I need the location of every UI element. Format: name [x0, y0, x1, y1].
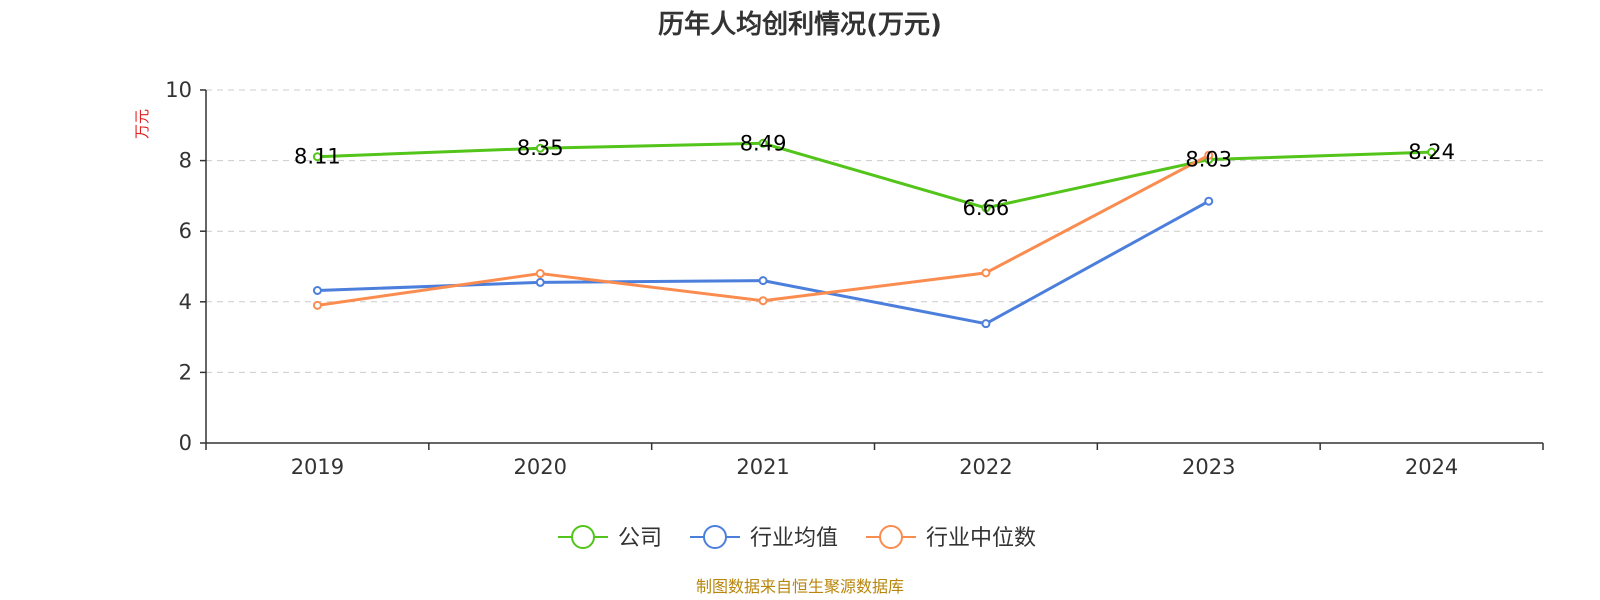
- y-tick-label: 6: [179, 219, 192, 243]
- series-line: [317, 199, 1210, 326]
- data-point[interactable]: [535, 143, 545, 153]
- series-line: [317, 141, 1432, 210]
- y-tick-label: 4: [179, 290, 192, 314]
- y-tick-label: 2: [179, 360, 192, 384]
- data-point[interactable]: [758, 276, 768, 286]
- axes: 0 2 4 6 8 10 2019 2020 2021 2022 2023 2024: [165, 78, 1544, 479]
- series-1: [312, 138, 1437, 213]
- legend-label: 行业均值: [750, 526, 838, 551]
- data-point[interactable]: [1204, 150, 1214, 160]
- legend-item-2[interactable]: 行业均值: [690, 525, 838, 551]
- y-tick-label: 8: [179, 149, 192, 173]
- data-point[interactable]: [981, 203, 991, 213]
- legend-marker: [879, 525, 903, 549]
- data-label: 8.24: [1408, 140, 1455, 164]
- legend-item-1[interactable]: 公司: [558, 525, 662, 551]
- source-note: 制图数据来自恒生聚源数据库: [696, 577, 904, 596]
- series-2: [312, 196, 1214, 329]
- data-point[interactable]: [1204, 196, 1214, 206]
- legend: 公司 行业均值 行业中位数: [558, 525, 1036, 551]
- data-point[interactable]: [312, 286, 322, 296]
- legend-item-3[interactable]: 行业中位数: [866, 525, 1036, 551]
- y-tick-label: 10: [165, 78, 192, 102]
- data-point[interactable]: [1427, 147, 1437, 157]
- legend-marker: [703, 525, 727, 549]
- chart-title: 历年人均创利情况(万元): [658, 9, 942, 40]
- data-label: 8.35: [517, 136, 564, 160]
- series-3: [312, 150, 1214, 310]
- data-label: 8.49: [740, 131, 787, 155]
- y-axis-label: 万元: [133, 109, 151, 139]
- data-point[interactable]: [981, 319, 991, 329]
- data-labels: 8.11 8.35 8.49 6.66 8.03 8.24: [294, 131, 1455, 220]
- data-label: 8.03: [1185, 148, 1232, 172]
- series-lines: [312, 138, 1437, 329]
- y-tick-label: 0: [179, 431, 192, 455]
- x-tick-label: 2019: [291, 455, 344, 479]
- data-point[interactable]: [312, 300, 322, 310]
- data-point[interactable]: [758, 138, 768, 148]
- grid-lines: [206, 89, 1543, 373]
- data-point[interactable]: [312, 152, 322, 162]
- legend-label: 公司: [618, 526, 662, 551]
- data-point[interactable]: [981, 268, 991, 278]
- data-point[interactable]: [535, 269, 545, 279]
- data-label: 8.11: [294, 145, 341, 169]
- x-tick-label: 2020: [514, 455, 567, 479]
- x-tick-label: 2021: [736, 455, 789, 479]
- x-tick-label: 2023: [1182, 455, 1235, 479]
- data-label: 6.66: [963, 196, 1010, 220]
- legend-marker: [571, 525, 595, 549]
- legend-label: 行业中位数: [926, 526, 1036, 551]
- x-tick-label: 2022: [959, 455, 1012, 479]
- data-point[interactable]: [535, 277, 545, 287]
- x-tick-label: 2024: [1405, 455, 1458, 479]
- data-point[interactable]: [758, 296, 768, 306]
